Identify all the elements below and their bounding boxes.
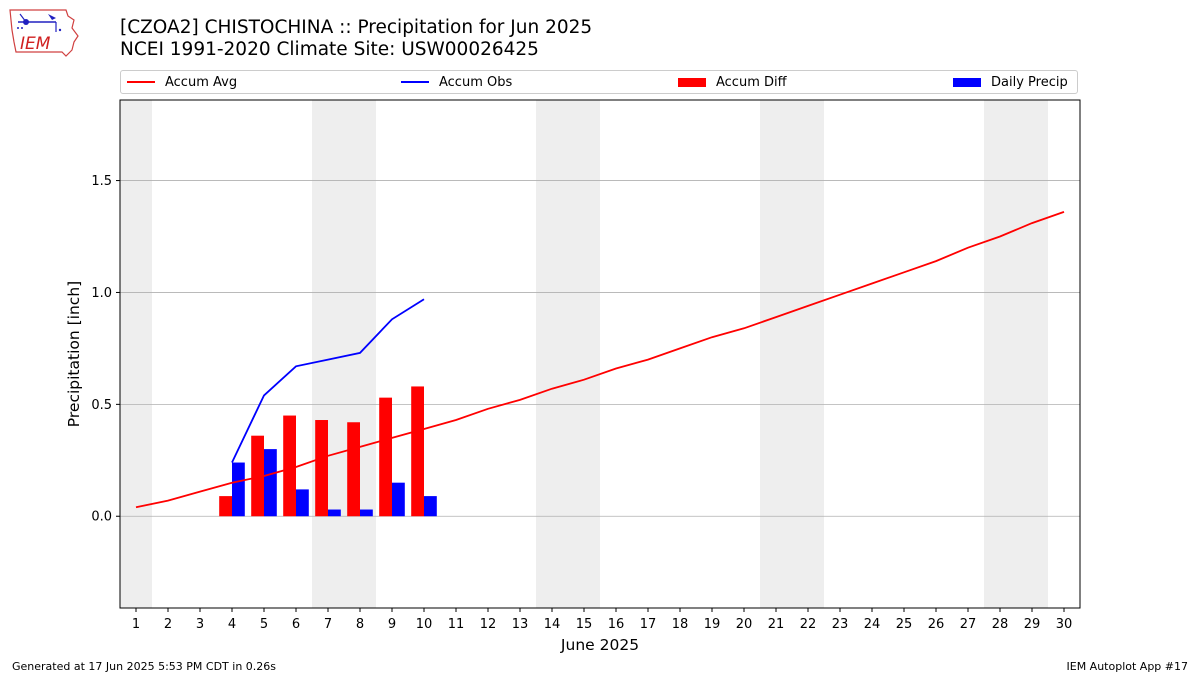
bar-daily-precip-day-10: [424, 496, 437, 517]
footer-generated-text: Generated at 17 Jun 2025 5:53 PM CDT in …: [12, 660, 277, 673]
xtick-label-29: 29: [1024, 617, 1041, 632]
bar-accum-diff-day-5: [251, 435, 264, 517]
bar-daily-precip-day-6: [296, 489, 309, 517]
xtick-label-17: 17: [640, 617, 657, 632]
xtick-label-8: 8: [356, 617, 364, 632]
x-axis-label: June 2025: [560, 636, 639, 654]
xtick-label-19: 19: [704, 617, 721, 632]
bar-daily-precip-day-5: [264, 449, 277, 517]
legend-item-daily-precip: Daily Precip: [953, 71, 1068, 93]
xtick-label-22: 22: [800, 617, 817, 632]
ytick-label-3: 1.5: [91, 174, 112, 189]
xtick-label-26: 26: [928, 617, 945, 632]
legend-label-accum-avg: Accum Avg: [165, 74, 238, 90]
xtick-label-24: 24: [864, 617, 881, 632]
bar-accum-diff-day-4: [219, 496, 232, 517]
line-accum-obs: [231, 298, 425, 463]
xtick-label-28: 28: [992, 617, 1009, 632]
bar-daily-precip-day-8: [360, 509, 373, 517]
y-axis-label: Precipitation [inch]: [65, 281, 83, 427]
footer-app-text: IEM Autoplot App #17: [1066, 660, 1189, 673]
bar-accum-diff-day-6: [283, 415, 296, 517]
iem-iowa-logo-icon: IEM: [9, 9, 79, 57]
xtick-label-3: 3: [196, 617, 204, 632]
plot-frame: [119, 99, 1081, 609]
legend-item-accum-diff: Accum Diff: [678, 71, 787, 93]
xtick-label-23: 23: [832, 617, 849, 632]
legend-item-accum-avg: Accum Avg: [127, 71, 237, 93]
xtick-label-7: 7: [324, 617, 332, 632]
legend: Accum Avg Accum Obs Accum Diff Daily Pre…: [120, 70, 1078, 94]
weekend-shade-4: [760, 100, 824, 608]
bar-daily-precip-day-9: [392, 482, 405, 517]
legend-swatch-accum-diff: [678, 77, 706, 87]
xtick-label-14: 14: [544, 617, 561, 632]
bar-daily-precip-day-4: [232, 462, 245, 517]
xtick-label-20: 20: [736, 617, 753, 632]
bar-accum-diff-day-10: [411, 386, 424, 517]
legend-item-accum-obs: Accum Obs: [401, 71, 512, 93]
xtick-label-25: 25: [896, 617, 913, 632]
bar-daily-precip-day-7: [328, 509, 341, 517]
weekend-shade-1: [120, 100, 152, 608]
xtick-label-1: 1: [132, 617, 140, 632]
ytick-label-0: 0.0: [91, 510, 112, 525]
weekend-shade-2: [312, 100, 376, 608]
chart-subtitle: NCEI 1991-2020 Climate Site: USW00026425: [120, 39, 539, 60]
chart-title: [CZOA2] CHISTOCHINA :: Precipitation for…: [120, 17, 593, 38]
ytick-label-1: 0.5: [91, 398, 112, 413]
xtick-label-15: 15: [576, 617, 593, 632]
xtick-label-13: 13: [512, 617, 529, 632]
xtick-label-27: 27: [960, 617, 977, 632]
legend-label-accum-obs: Accum Obs: [439, 74, 513, 90]
xtick-label-2: 2: [164, 617, 172, 632]
ytick-label-2: 1.0: [91, 286, 112, 301]
legend-swatch-daily-precip: [953, 77, 981, 87]
bar-accum-diff-day-7: [315, 420, 328, 517]
weekend-shade-3: [536, 100, 600, 608]
bar-accum-diff-day-8: [347, 422, 360, 517]
logo-text: IEM: [20, 34, 51, 54]
bar-accum-diff-day-9: [379, 397, 392, 517]
legend-label-accum-diff: Accum Diff: [716, 74, 787, 90]
legend-swatch-accum-obs: [401, 81, 429, 83]
xtick-label-5: 5: [260, 617, 268, 632]
xtick-label-16: 16: [608, 617, 625, 632]
weekend-shade-5: [984, 100, 1048, 608]
xtick-label-11: 11: [448, 617, 465, 632]
xtick-label-4: 4: [228, 617, 236, 632]
xtick-label-6: 6: [292, 617, 300, 632]
xtick-label-30: 30: [1056, 617, 1073, 632]
xtick-label-12: 12: [480, 617, 497, 632]
xtick-label-10: 10: [416, 617, 433, 632]
xtick-label-9: 9: [388, 617, 396, 632]
legend-swatch-accum-avg: [127, 81, 155, 83]
line-accum-avg: [135, 211, 1065, 509]
xtick-label-21: 21: [768, 617, 785, 632]
iem-logo: IEM: [8, 6, 80, 62]
xtick-label-18: 18: [672, 617, 689, 632]
legend-label-daily-precip: Daily Precip: [991, 74, 1068, 90]
